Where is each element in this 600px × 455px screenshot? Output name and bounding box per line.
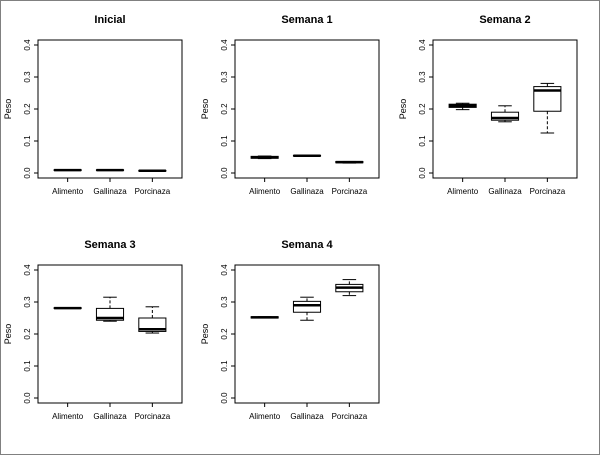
- box-alimento: [53, 306, 82, 310]
- y-axis-label: Peso: [200, 99, 210, 120]
- box-porcinaza: [335, 160, 364, 164]
- x-tick-label: Alimento: [52, 412, 84, 421]
- x-tick-label: Gallinaza: [290, 412, 324, 421]
- y-tick-label: 0.1: [23, 135, 32, 147]
- y-axis-label: Peso: [3, 99, 13, 120]
- y-tick-label: 0.0: [220, 167, 229, 179]
- y-tick-label: 0.0: [23, 392, 32, 404]
- y-tick-label: 0.3: [220, 296, 229, 308]
- x-tick-label: Gallinaza: [93, 187, 127, 196]
- y-tick-label: 0.3: [418, 71, 427, 83]
- chart-panel-2: Semana 1 0.0 0.1 0.2 0.3 0.4 Peso Alimento Galli…: [200, 14, 380, 196]
- y-tick-label: 0.2: [23, 328, 32, 340]
- y-tick-label: 0.3: [220, 71, 229, 83]
- y-tick-label: 0.1: [220, 360, 229, 372]
- x-tick-label: Alimento: [52, 187, 84, 196]
- y-tick-label: 0.0: [220, 392, 229, 404]
- y-tick-label: 0.1: [23, 360, 32, 372]
- y-tick-label: 0.2: [220, 328, 229, 340]
- x-tick-label: Porcinaza: [135, 187, 171, 196]
- y-axis-label: Peso: [398, 99, 408, 120]
- x-tick-label: Alimento: [249, 412, 281, 421]
- y-tick-label: 0.2: [418, 103, 427, 115]
- y-axis-label: Peso: [3, 324, 13, 345]
- box-alimento: [53, 168, 82, 172]
- y-tick-label: 0.1: [220, 135, 229, 147]
- y-tick-label: 0.3: [23, 71, 32, 83]
- box-body: [490, 111, 520, 121]
- chart-panel-4: Semana 3 0.0 0.1 0.2 0.3 0.4 Peso Alimento Galli…: [3, 239, 183, 421]
- x-tick-label: Porcinaza: [332, 187, 368, 196]
- box-gallinaza: [490, 105, 520, 123]
- x-tick-label: Alimento: [249, 187, 281, 196]
- chart-panel-1: Inicial 0.0 0.1 0.2 0.3 0.4 Peso Alimento Gallin…: [3, 14, 183, 196]
- box-body: [292, 300, 322, 313]
- x-tick-label: Gallinaza: [93, 412, 127, 421]
- chart-panel-3: Semana 2 0.0 0.1 0.2 0.3 0.4 Peso Alimento Galli…: [398, 14, 578, 196]
- y-tick-label: 0.0: [23, 167, 32, 179]
- box-gallinaza: [95, 296, 125, 322]
- box-alimento: [250, 155, 279, 160]
- y-axis-label: Peso: [200, 324, 210, 345]
- chart-title: Semana 2: [479, 14, 530, 26]
- box-body: [95, 307, 125, 321]
- y-tick-label: 0.0: [418, 167, 427, 179]
- y-tick-label: 0.3: [23, 296, 32, 308]
- chart-title: Inicial: [94, 14, 125, 26]
- box-porcinaza: [533, 82, 562, 134]
- y-tick-label: 0.4: [23, 39, 32, 51]
- y-tick-label: 0.1: [418, 135, 427, 147]
- box-alimento: [250, 316, 279, 319]
- y-tick-label: 0.4: [23, 264, 32, 276]
- box-alimento: [448, 102, 477, 111]
- box-porcinaza: [138, 306, 167, 334]
- box-porcinaza: [335, 279, 364, 297]
- y-tick-label: 0.2: [220, 103, 229, 115]
- x-tick-label: Porcinaza: [332, 412, 368, 421]
- chart-title: Semana 3: [84, 239, 135, 251]
- x-tick-label: Alimento: [447, 187, 479, 196]
- chart-title: Semana 4: [281, 239, 333, 251]
- panels: Inicial 0.0 0.1 0.2 0.3 0.4 Peso Alimento Gallin…: [3, 14, 578, 421]
- box-gallinaza: [95, 168, 125, 172]
- x-tick-label: Porcinaza: [135, 412, 171, 421]
- y-tick-label: 0.4: [220, 264, 229, 276]
- x-tick-label: Gallinaza: [488, 187, 522, 196]
- x-tick-label: Gallinaza: [290, 187, 324, 196]
- box-gallinaza: [292, 154, 322, 157]
- chart-title: Semana 1: [281, 14, 332, 26]
- box-gallinaza: [292, 296, 322, 321]
- y-tick-label: 0.4: [220, 39, 229, 51]
- y-tick-label: 0.2: [23, 103, 32, 115]
- y-tick-label: 0.4: [418, 39, 427, 51]
- box-porcinaza: [138, 169, 167, 173]
- chart-panel-5: Semana 4 0.0 0.1 0.2 0.3 0.4 Peso Alimento Galli…: [200, 239, 380, 421]
- x-tick-label: Porcinaza: [530, 187, 566, 196]
